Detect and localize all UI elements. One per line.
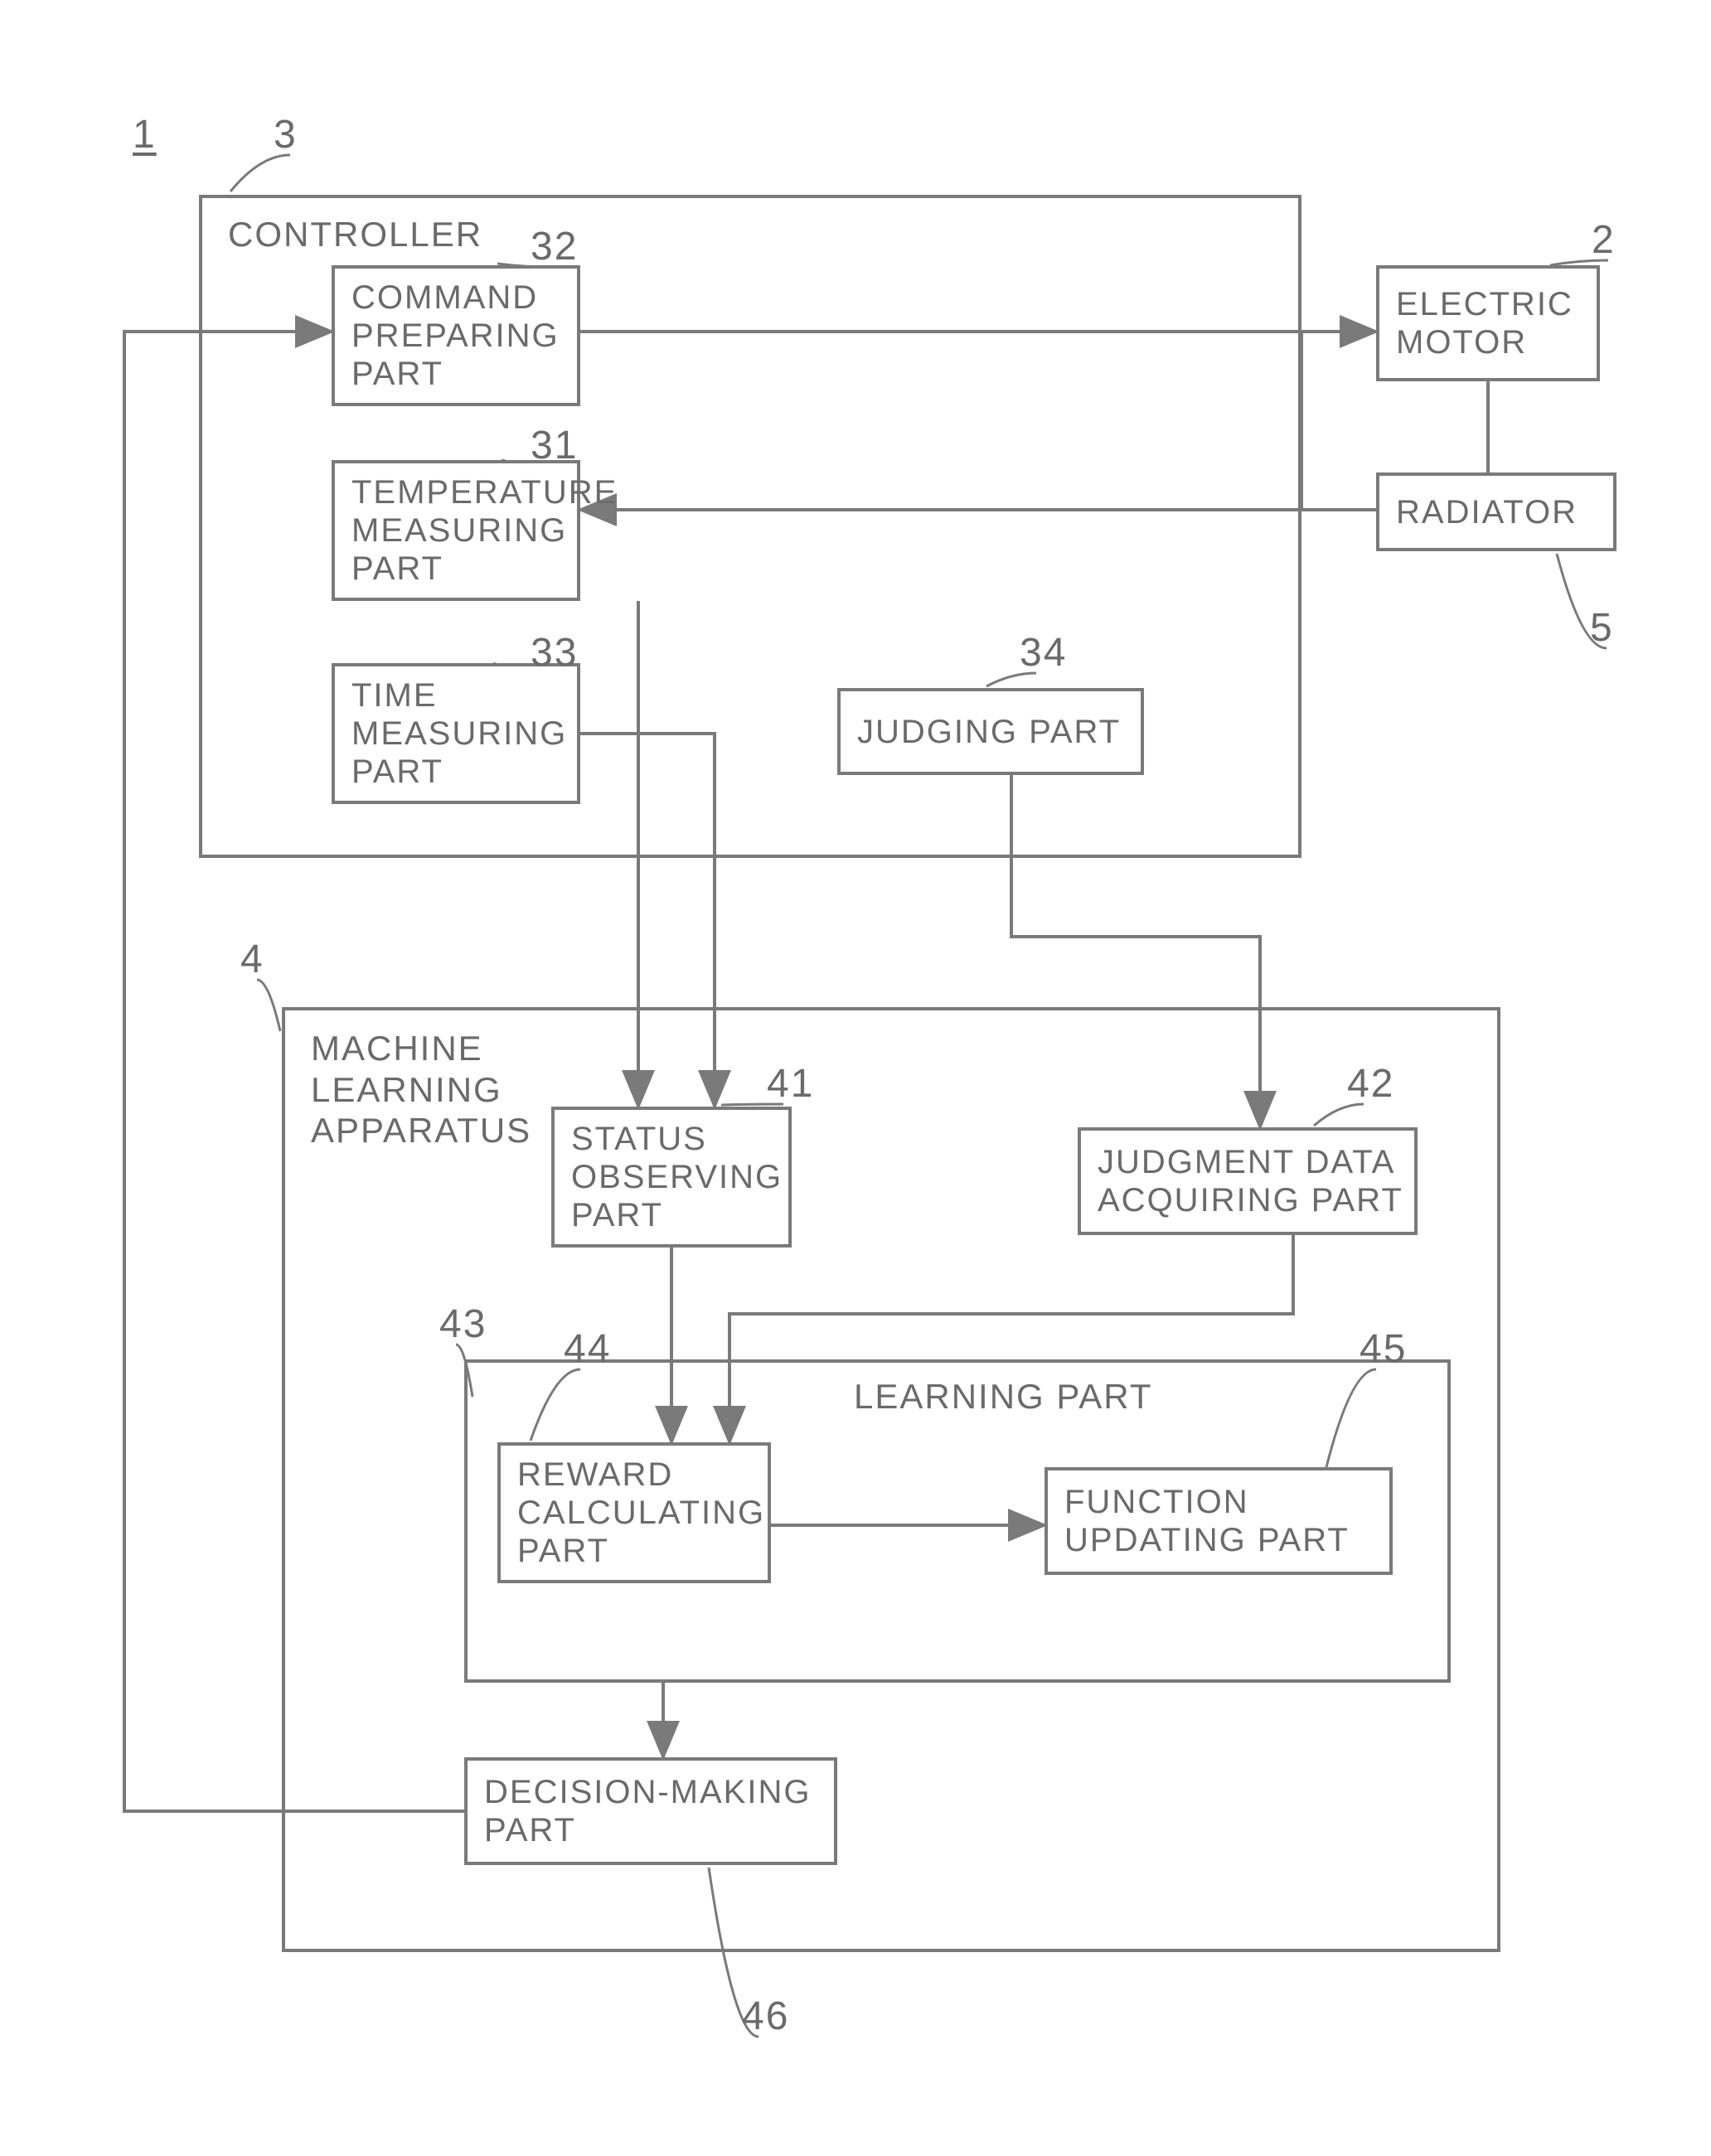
node-command: COMMAND PREPARING PART [332,265,580,406]
node-temp: TEMPERATURE MEASURING PART [332,460,580,601]
ref-system: 1 [133,112,157,157]
node-label-motor: ELECTRIC MOTOR [1396,285,1573,361]
node-time: TIME MEASURING PART [332,663,580,804]
node-judging: JUDGING PART [837,688,1144,775]
ref-reward: 44 [564,1326,611,1372]
ref-command: 32 [531,224,578,269]
node-label-command: COMMAND PREPARING PART [351,279,560,393]
ref-learning: 43 [439,1301,487,1347]
diagram-canvas: CONTROLLER MACHINE LEARNING APPARATUS LEAR… [0,0,1711,2156]
ref-jdap: 42 [1347,1061,1394,1107]
ref-status: 41 [767,1061,814,1107]
ref-controller: 3 [274,112,298,157]
node-radiator: RADIATOR [1376,472,1616,551]
node-label-status: STATUS OBSERVING PART [571,1120,783,1234]
ref-motor: 2 [1592,217,1616,263]
ref-radiator: 5 [1590,605,1614,651]
ref-func: 45 [1360,1326,1407,1372]
node-decision: DECISION-MAKING PART [464,1757,837,1865]
ref-temp: 31 [531,423,578,468]
node-label-time: TIME MEASURING PART [351,676,567,791]
container-label-mla: MACHINE LEARNING APPARATUS [311,1028,531,1151]
node-label-temp: TEMPERATURE MEASURING PART [351,473,618,588]
node-label-jdap: JUDGMENT DATA ACQUIRING PART [1098,1143,1403,1219]
ref-mla: 4 [240,937,264,982]
node-motor: ELECTRIC MOTOR [1376,265,1600,381]
node-label-radiator: RADIATOR [1396,493,1578,531]
node-jdap: JUDGMENT DATA ACQUIRING PART [1078,1127,1418,1235]
node-status: STATUS OBSERVING PART [551,1107,792,1248]
node-label-judging: JUDGING PART [857,713,1121,751]
container-label-learning: LEARNING PART [854,1376,1153,1417]
container-label-controller: CONTROLLER [228,214,482,255]
ref-judging: 34 [1020,630,1067,676]
callout-mla [257,980,280,1031]
ref-decision: 46 [742,1994,789,2039]
node-reward: REWARD CALCULATING PART [497,1442,771,1583]
node-label-reward: REWARD CALCULATING PART [517,1456,765,1570]
node-label-decision: DECISION-MAKING PART [484,1773,811,1849]
ref-time: 33 [531,630,578,676]
node-label-func: FUNCTION UPDATING PART [1064,1483,1350,1559]
node-func: FUNCTION UPDATING PART [1045,1467,1393,1575]
callout-controller [230,155,290,191]
